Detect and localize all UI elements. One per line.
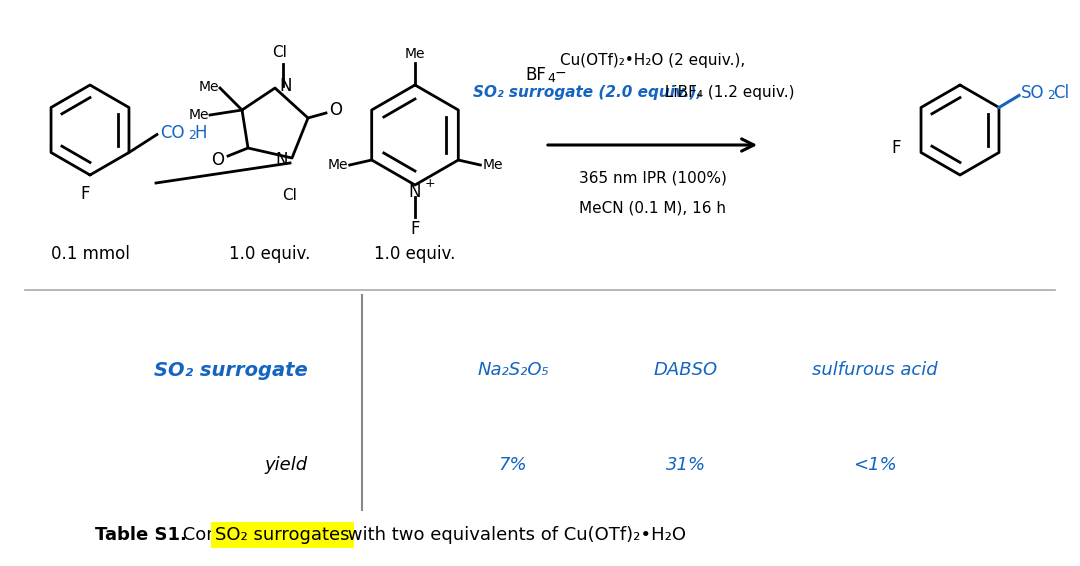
Text: O: O — [211, 151, 224, 169]
Text: Me: Me — [199, 80, 219, 94]
Text: BF: BF — [525, 66, 545, 84]
Text: SO₂ surrogates: SO₂ surrogates — [215, 526, 350, 544]
Text: H: H — [194, 123, 206, 142]
Text: MeCN (0.1 M), 16 h: MeCN (0.1 M), 16 h — [579, 200, 726, 216]
Text: 2: 2 — [1047, 89, 1055, 102]
Text: Me: Me — [189, 108, 210, 122]
Text: F: F — [410, 220, 420, 238]
Text: 7%: 7% — [499, 456, 527, 474]
Text: +: + — [426, 177, 435, 190]
Text: O: O — [329, 101, 342, 119]
Text: N: N — [279, 77, 292, 95]
Text: F: F — [891, 139, 901, 157]
Text: DABSO: DABSO — [653, 361, 718, 379]
Text: Me: Me — [327, 158, 348, 172]
Text: SO₂ surrogate: SO₂ surrogate — [154, 361, 308, 379]
Text: LiBF₄ (1.2 equiv.): LiBF₄ (1.2 equiv.) — [660, 84, 795, 100]
Text: Me: Me — [405, 47, 426, 61]
Text: sulfurous acid: sulfurous acid — [812, 361, 937, 379]
Text: with two equivalents of Cu(OTf)₂•H₂O: with two equivalents of Cu(OTf)₂•H₂O — [342, 526, 686, 544]
Text: −: − — [555, 66, 567, 80]
Text: Cl: Cl — [272, 45, 287, 60]
Text: 31%: 31% — [665, 456, 706, 474]
Text: 4: 4 — [546, 71, 555, 84]
Text: Me: Me — [483, 158, 503, 172]
Text: yield: yield — [265, 456, 308, 474]
Text: 365 nm IPR (100%): 365 nm IPR (100%) — [579, 170, 727, 186]
Text: Common: Common — [177, 526, 269, 544]
Text: 0.1 mmol: 0.1 mmol — [51, 245, 130, 263]
Text: SO₂ surrogate (2.0 equiv.),: SO₂ surrogate (2.0 equiv.), — [473, 84, 702, 100]
Text: CO: CO — [160, 123, 185, 142]
Text: SO: SO — [1021, 84, 1044, 101]
Text: Cu(OTf)₂•H₂O (2 equiv.),: Cu(OTf)₂•H₂O (2 equiv.), — [559, 53, 745, 67]
Text: 2: 2 — [188, 129, 195, 142]
Text: N: N — [408, 183, 421, 201]
Text: Cl: Cl — [1053, 84, 1069, 101]
Text: Table S1.: Table S1. — [95, 526, 187, 544]
Text: F: F — [80, 185, 90, 203]
Text: <1%: <1% — [853, 456, 896, 474]
Text: Cl: Cl — [283, 188, 297, 203]
Text: 1.0 equiv.: 1.0 equiv. — [229, 245, 311, 263]
Text: 1.0 equiv.: 1.0 equiv. — [375, 245, 456, 263]
Text: Na₂S₂O₅: Na₂S₂O₅ — [477, 361, 549, 379]
Text: N: N — [275, 151, 288, 169]
